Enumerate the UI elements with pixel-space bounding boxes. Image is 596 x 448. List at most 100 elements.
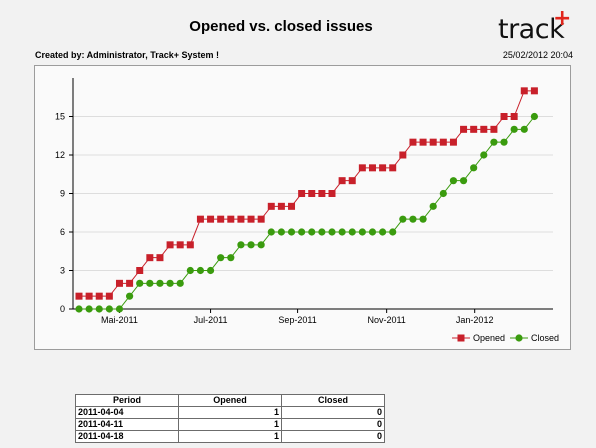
opened-point — [449, 138, 457, 146]
closed-point — [126, 292, 134, 300]
opened-point — [379, 164, 387, 172]
opened-point — [348, 177, 356, 185]
table-row: 2011-04-04 1 0 — [75, 406, 385, 419]
cell-period: 2011-04-04 — [75, 406, 179, 419]
opened-point — [186, 241, 194, 249]
opened-point — [419, 138, 427, 146]
column-header-opened: Opened — [178, 394, 282, 407]
cell-opened: 1 — [178, 430, 282, 443]
track-logo: track + — [498, 6, 578, 48]
closed-point — [399, 215, 407, 223]
closed-point — [176, 279, 184, 287]
opened-point — [257, 215, 265, 223]
data-table: Period Opened Closed 2011-04-04 1 0 2011… — [75, 394, 385, 443]
cell-period: 2011-04-18 — [75, 430, 179, 443]
closed-point — [409, 215, 417, 223]
y-tick-label: 12 — [55, 150, 65, 160]
series-line-closed — [79, 116, 535, 310]
column-header-closed: Closed — [281, 394, 385, 407]
opened-point — [399, 151, 407, 159]
x-tick-label: Jul-2011 — [194, 315, 228, 325]
opened-point — [105, 292, 113, 300]
closed-point — [105, 305, 113, 313]
opened-point — [115, 279, 123, 287]
logo-text: track — [498, 14, 565, 45]
closed-point — [439, 189, 447, 198]
opened-closed-chart: 0 3 6 9 12 15 Mai-2011 Jul-2011 Sep-2011 Nov-2011… — [55, 78, 559, 343]
closed-point — [247, 241, 255, 249]
closed-point — [237, 241, 245, 249]
opened-point — [409, 138, 417, 146]
closed-point — [186, 266, 194, 275]
opened-point — [358, 164, 366, 172]
opened-point — [429, 138, 437, 146]
report-title: Opened vs. closed issues — [189, 18, 373, 35]
closed-point — [328, 228, 336, 236]
opened-point — [318, 190, 326, 197]
closed-point — [85, 305, 93, 313]
opened-point — [490, 125, 498, 133]
x-tick-label: Jan-2012 — [456, 315, 494, 325]
closed-point — [136, 279, 144, 287]
closed-point — [520, 125, 528, 133]
opened-point — [85, 292, 93, 300]
table-header-row: Period Opened Closed — [75, 394, 385, 407]
closed-point — [459, 177, 468, 185]
y-tick-label: 3 — [60, 266, 65, 276]
y-tick-label: 0 — [60, 304, 65, 314]
opened-point — [95, 292, 103, 300]
series-line-opened — [79, 90, 535, 297]
closed-point — [115, 305, 124, 313]
y-tick-label: 6 — [60, 227, 65, 237]
column-header-period: Period — [75, 394, 179, 407]
closed-point — [146, 279, 154, 287]
opened-point — [237, 215, 245, 223]
closed-point — [318, 228, 326, 236]
closed-point — [348, 228, 356, 236]
y-tick-label: 9 — [60, 189, 65, 199]
opened-point — [247, 215, 255, 223]
opened-point — [520, 87, 528, 95]
closed-point — [156, 279, 164, 287]
closed-point — [75, 305, 83, 313]
opened-point — [126, 279, 134, 287]
cell-closed: 0 — [281, 430, 385, 443]
logo-plus-icon: + — [553, 6, 572, 31]
closed-point — [287, 228, 296, 236]
legend-label: Opened — [473, 333, 505, 343]
legend-circle-icon — [515, 334, 523, 342]
opened-point — [530, 87, 538, 95]
opened-point — [136, 267, 144, 274]
closed-point — [227, 254, 235, 262]
opened-point — [510, 113, 518, 120]
table-row: 2011-04-11 1 0 — [75, 418, 385, 431]
table-row: 2011-04-18 1 0 — [75, 430, 385, 443]
opened-point — [288, 202, 296, 210]
legend-square-icon — [457, 334, 465, 342]
opened-point — [75, 292, 83, 300]
opened-point — [196, 215, 204, 223]
cell-closed: 0 — [281, 406, 385, 419]
cell-opened: 1 — [178, 418, 282, 431]
closed-point — [95, 305, 103, 313]
opened-point — [207, 215, 215, 223]
closed-point — [196, 266, 205, 275]
closed-point — [490, 138, 498, 146]
closed-point — [449, 177, 458, 185]
opened-point — [368, 164, 376, 172]
closed-point — [338, 228, 346, 236]
x-tick-label: Nov-2011 — [367, 315, 405, 325]
opened-point — [439, 138, 447, 146]
closed-point — [379, 228, 387, 236]
opened-point — [338, 177, 346, 185]
closed-point — [429, 202, 437, 210]
opened-point — [500, 113, 508, 120]
opened-point — [227, 215, 235, 223]
y-tick-label: 15 — [55, 112, 65, 122]
closed-point — [368, 228, 377, 236]
closed-point — [206, 266, 215, 275]
opened-point — [176, 241, 184, 249]
closed-point — [166, 279, 174, 287]
closed-point — [277, 228, 285, 236]
